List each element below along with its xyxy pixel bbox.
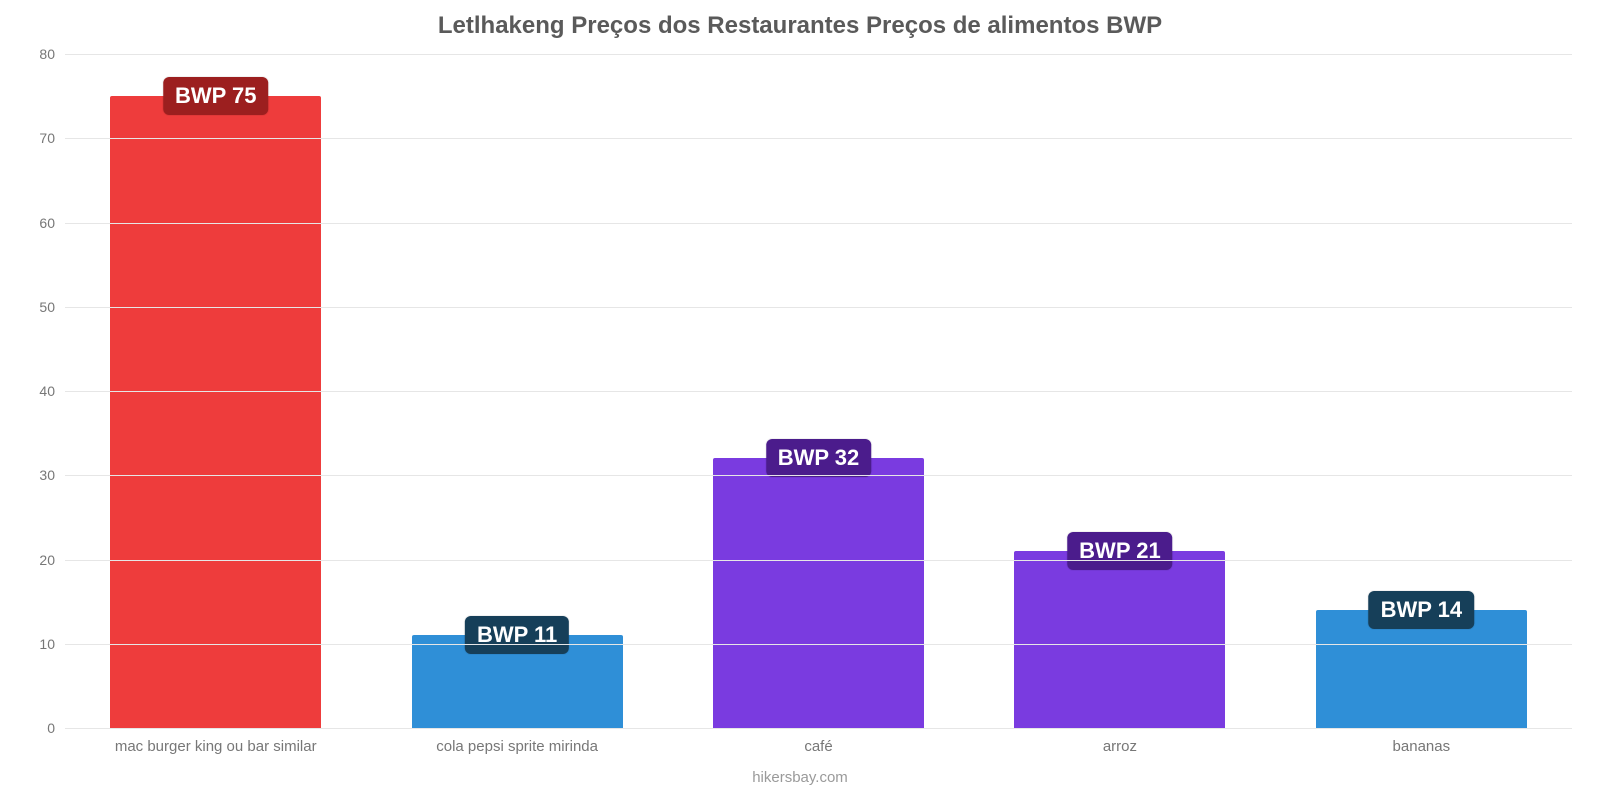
value-badge: BWP 21	[1067, 532, 1173, 570]
plot-area: BWP 75mac burger king ou bar similarBWP …	[64, 54, 1572, 728]
grid-line	[65, 307, 1572, 308]
grid-line	[65, 54, 1572, 55]
grid-line	[65, 475, 1572, 476]
category-label: café	[804, 738, 832, 755]
value-badge: BWP 14	[1369, 591, 1475, 629]
grid-line	[65, 223, 1572, 224]
credit-text: hikersbay.com	[0, 769, 1600, 786]
y-tick-label: 0	[47, 720, 65, 736]
value-badge: BWP 11	[465, 616, 569, 654]
plot-inner: BWP 75mac burger king ou bar similarBWP …	[64, 54, 1572, 728]
y-tick-label: 80	[39, 46, 65, 62]
category-label: mac burger king ou bar similar	[115, 738, 317, 755]
category-label: arroz	[1103, 738, 1137, 755]
bar	[713, 458, 924, 728]
bar	[1014, 551, 1225, 728]
y-tick-label: 70	[39, 130, 65, 146]
chart-container: Letlhakeng Preços dos Restaurantes Preço…	[0, 0, 1600, 800]
grid-line	[65, 728, 1572, 729]
category-label: bananas	[1393, 738, 1451, 755]
y-tick-label: 20	[39, 552, 65, 568]
y-tick-label: 30	[39, 467, 65, 483]
y-tick-label: 60	[39, 215, 65, 231]
y-tick-label: 40	[39, 383, 65, 399]
grid-line	[65, 391, 1572, 392]
grid-line	[65, 560, 1572, 561]
value-badge: BWP 75	[163, 77, 269, 115]
bar	[110, 96, 321, 728]
y-tick-label: 50	[39, 299, 65, 315]
value-badge: BWP 32	[766, 439, 872, 477]
y-tick-label: 10	[39, 636, 65, 652]
chart-title: Letlhakeng Preços dos Restaurantes Preço…	[30, 12, 1570, 40]
grid-line	[65, 644, 1572, 645]
category-label: cola pepsi sprite mirinda	[436, 738, 598, 755]
grid-line	[65, 138, 1572, 139]
